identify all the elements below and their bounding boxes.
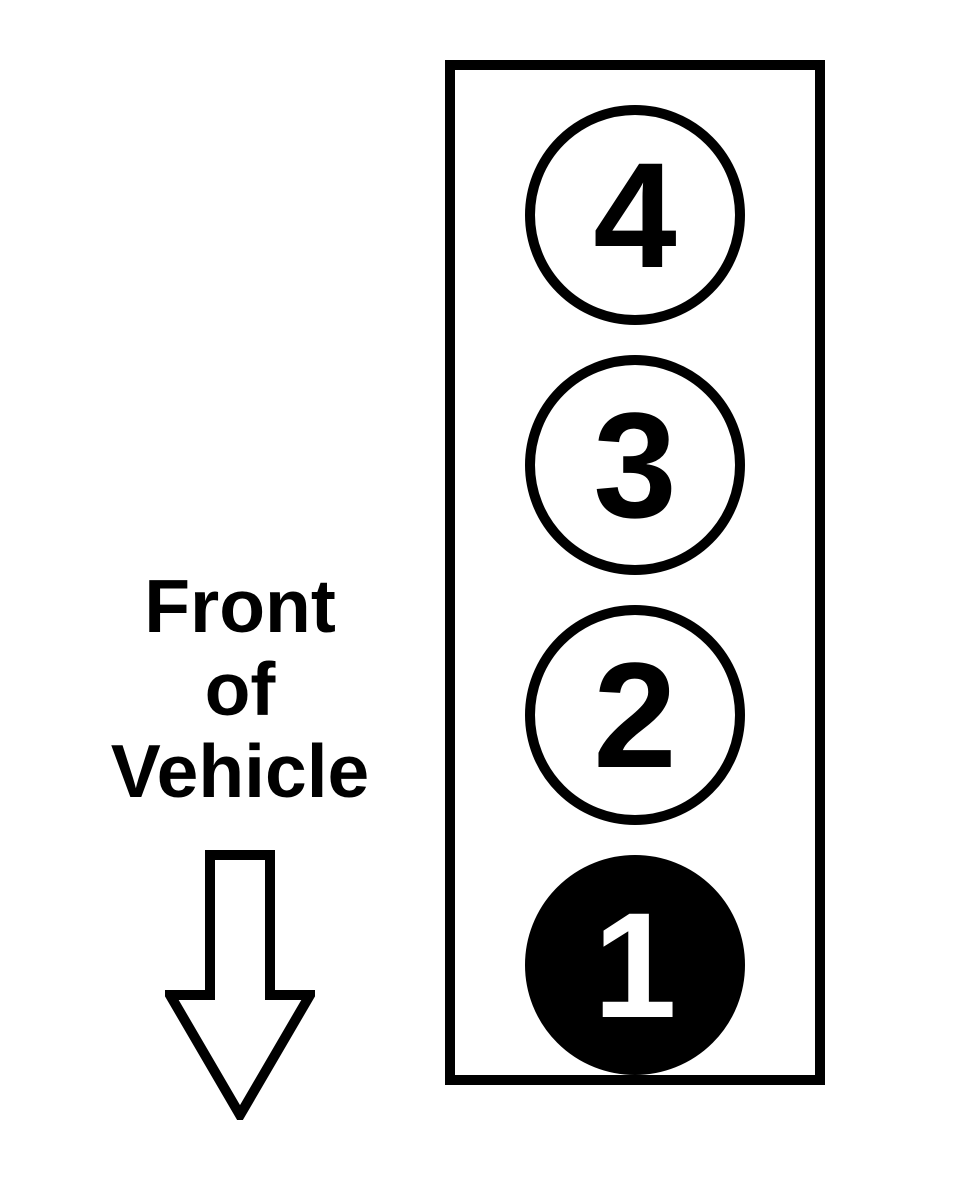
front-of-vehicle-label: Front of Vehicle <box>55 565 425 813</box>
label-line-1: Front <box>55 565 425 648</box>
cylinder-3: 3 <box>525 355 745 575</box>
cylinder-4: 4 <box>525 105 745 325</box>
label-line-2: of <box>55 648 425 731</box>
cylinder-4-label: 4 <box>593 140 676 290</box>
cylinder-1-label: 1 <box>593 890 676 1040</box>
label-line-3: Vehicle <box>55 730 425 813</box>
cylinder-3-label: 3 <box>593 390 676 540</box>
cylinder-2: 2 <box>525 605 745 825</box>
down-arrow-icon <box>165 850 315 1120</box>
arrow-svg <box>165 850 315 1120</box>
diagram-canvas: 4 3 2 1 Front of Vehicle <box>0 0 957 1184</box>
arrow-shape <box>170 855 310 1115</box>
cylinder-1: 1 <box>525 855 745 1075</box>
cylinder-2-label: 2 <box>593 640 676 790</box>
